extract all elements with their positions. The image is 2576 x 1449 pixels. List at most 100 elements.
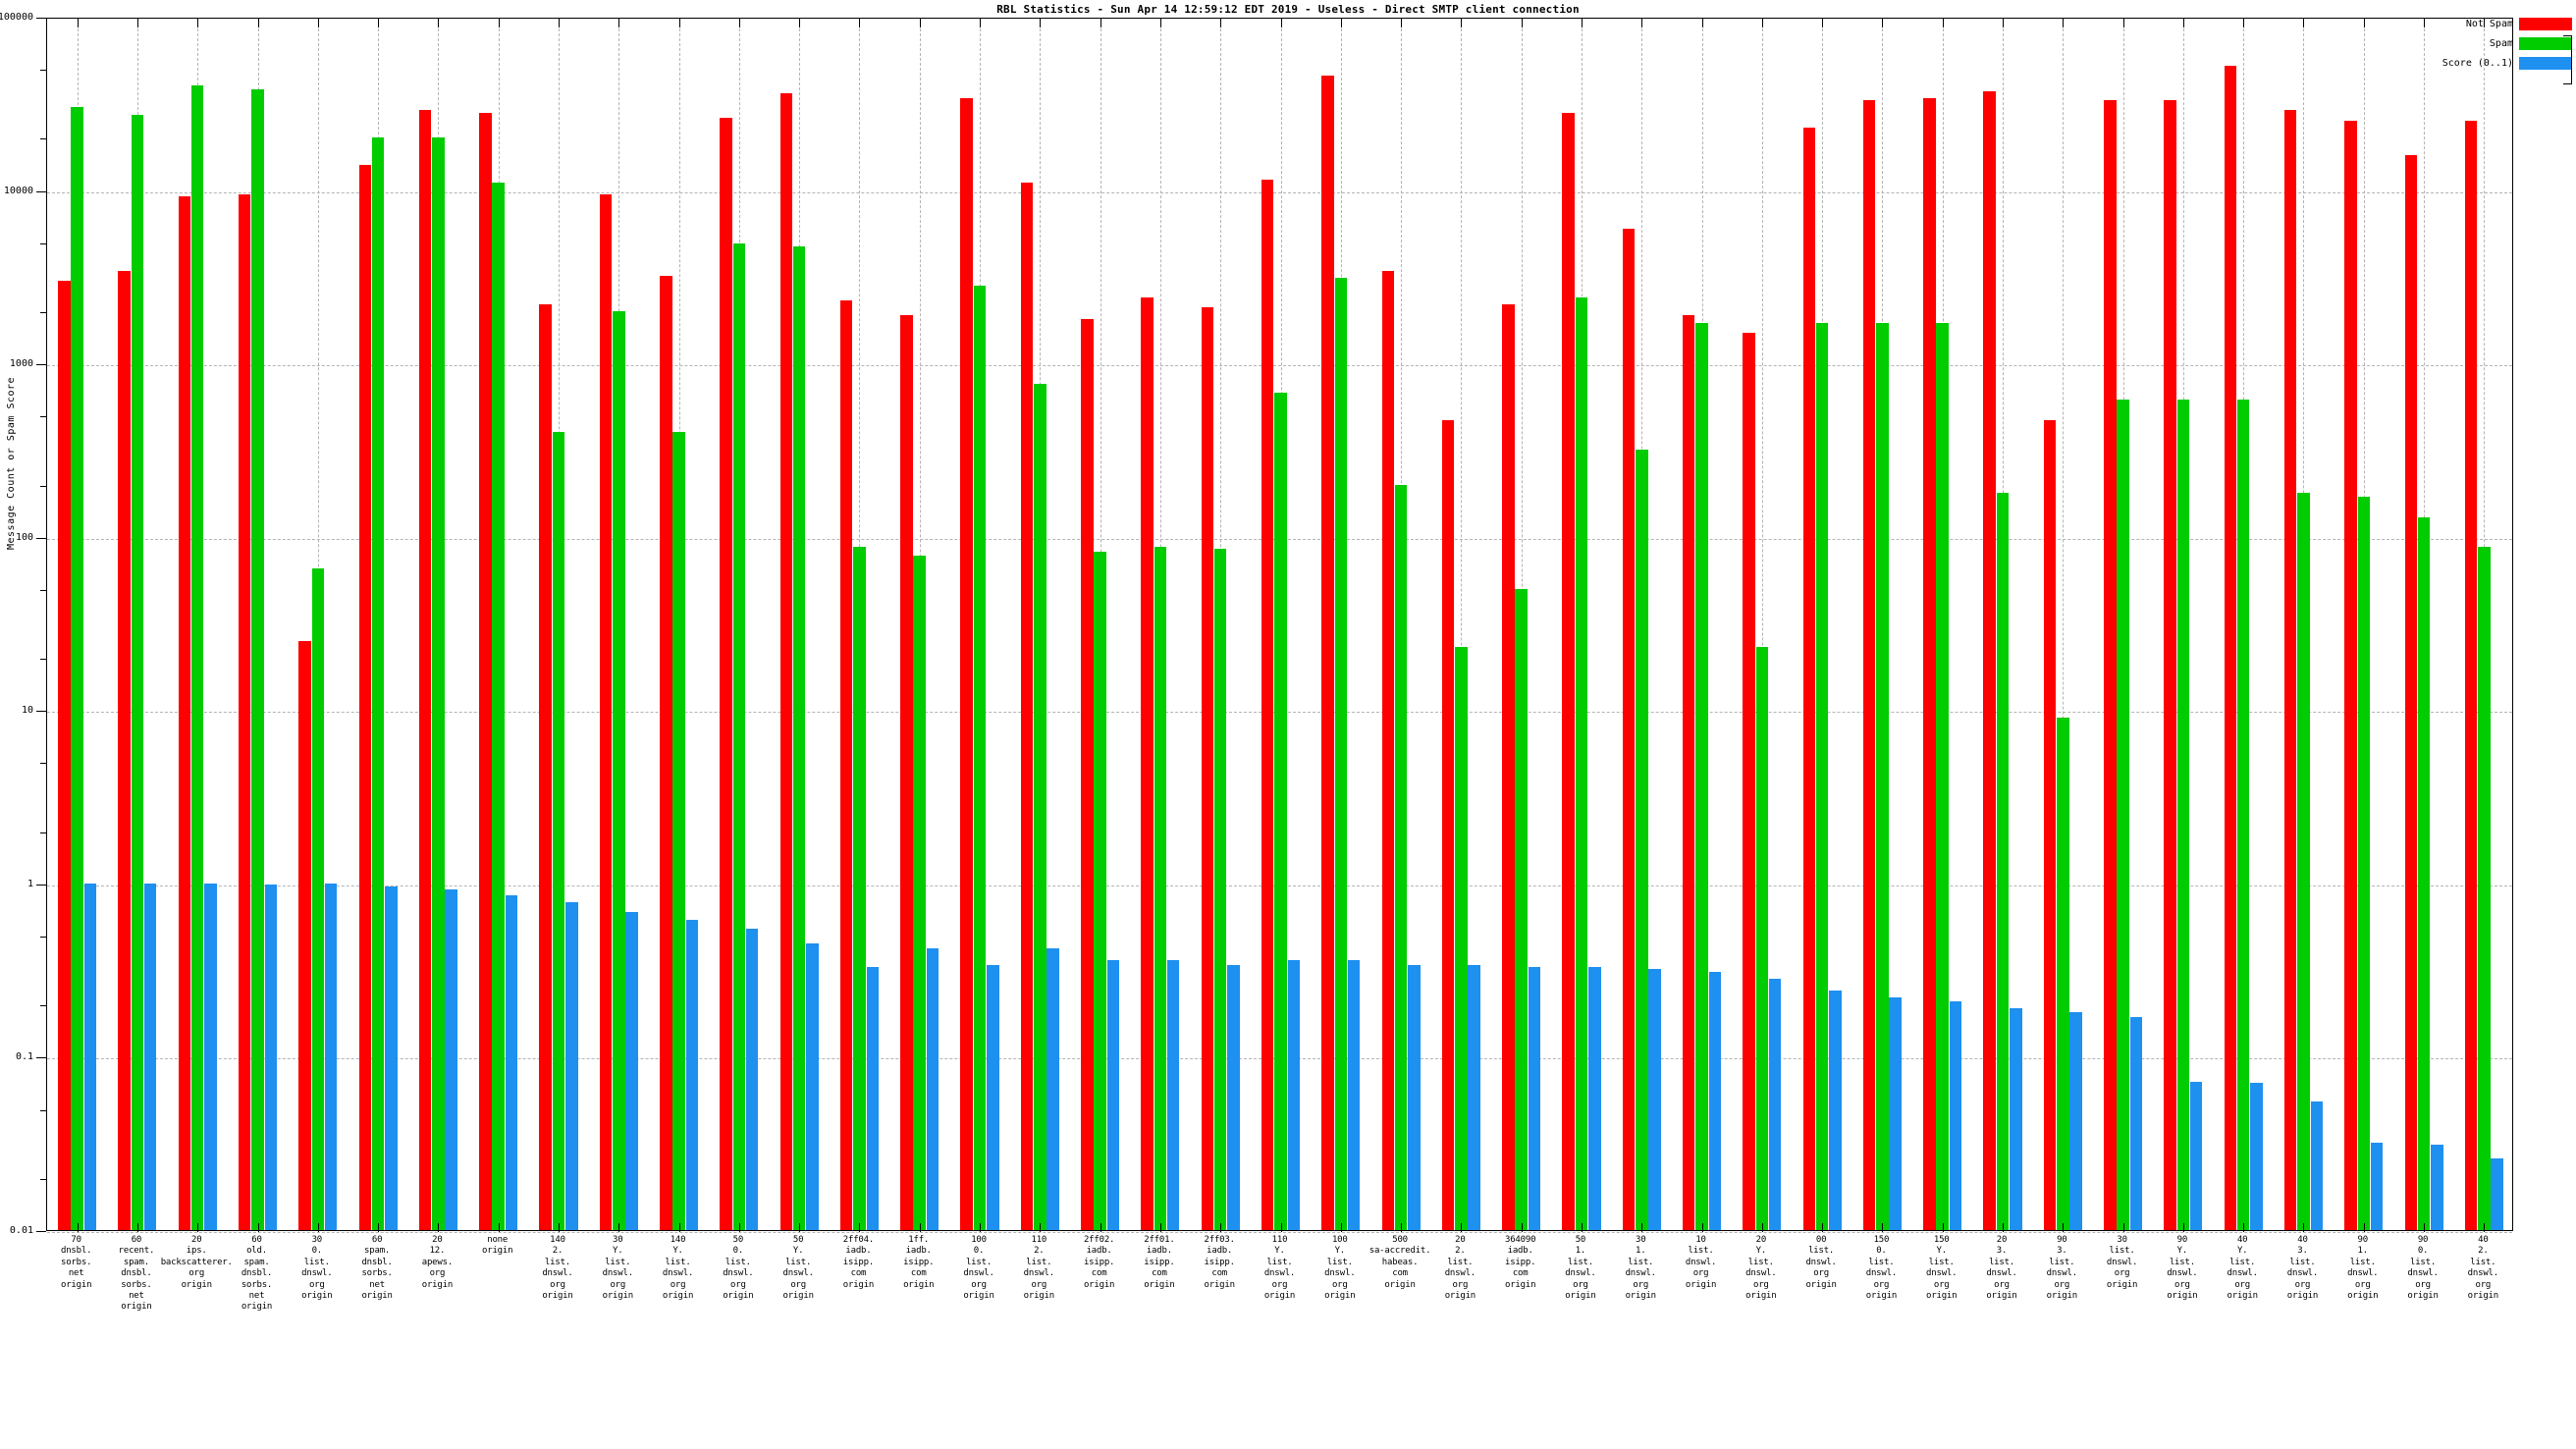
x-tick-label: 40 Y. list. dnswl. org origin xyxy=(2227,1235,2259,1302)
x-tick xyxy=(1761,19,1763,27)
bar-not-spam xyxy=(1321,75,1334,1230)
bar-score xyxy=(1347,960,1361,1230)
x-tick-label: 40 3. list. dnswl. org origin xyxy=(2286,1235,2319,1302)
bar-spam xyxy=(1996,492,2010,1230)
x-tick-label: 2ff03. iadb. isipp. com origin xyxy=(1204,1235,1236,1290)
x-tick xyxy=(1942,19,1944,27)
bar-spam xyxy=(251,89,264,1230)
bar-spam xyxy=(552,432,565,1230)
x-tick xyxy=(197,19,199,27)
bar-spam xyxy=(190,85,204,1230)
y-tick-minor xyxy=(40,763,46,765)
bar-not-spam xyxy=(58,280,71,1230)
bar-score xyxy=(2010,1008,2022,1230)
bar-not-spam xyxy=(839,300,853,1230)
y-tick-minor xyxy=(40,138,46,140)
bar-score xyxy=(2069,1012,2082,1230)
x-tick xyxy=(1581,19,1583,27)
y-tick-major xyxy=(36,1231,46,1232)
legend-item[interactable]: Spam xyxy=(2403,33,2572,53)
y-tick-label: 10000 xyxy=(3,185,33,196)
bar-score xyxy=(324,883,338,1230)
bar-spam xyxy=(792,246,806,1230)
bar-not-spam xyxy=(2043,420,2057,1230)
bar-not-spam xyxy=(1802,127,1816,1230)
bar-not-spam xyxy=(2464,121,2478,1230)
bar-not-spam xyxy=(1862,100,1876,1230)
bar-score xyxy=(2370,1142,2384,1230)
legend-item[interactable]: Not Spam xyxy=(2403,14,2572,33)
legend-bracket xyxy=(2563,35,2572,84)
x-tick xyxy=(1220,19,1222,27)
bar-not-spam xyxy=(2404,154,2417,1230)
x-tick-label: 20 12. apews. org origin xyxy=(421,1235,454,1290)
x-tick xyxy=(1159,1223,1161,1232)
bars-container xyxy=(47,19,2512,1230)
bar-not-spam xyxy=(1261,179,1274,1230)
x-tick xyxy=(317,1223,319,1232)
x-tick-label: 100 0. list. dnswl. org origin xyxy=(963,1235,994,1302)
bar-score xyxy=(1166,960,1180,1230)
vertical-gridline xyxy=(1761,19,1763,1230)
x-tick xyxy=(2182,19,2184,27)
bar-score xyxy=(1287,960,1301,1230)
x-tick xyxy=(859,19,861,27)
x-tick xyxy=(919,19,921,27)
y-tick-minor xyxy=(40,1005,46,1007)
legend-swatch xyxy=(2519,36,2572,50)
x-tick-label: 110 2. list. dnswl. org origin xyxy=(1023,1235,1055,1302)
bar-not-spam xyxy=(358,164,372,1230)
bar-spam xyxy=(71,107,83,1230)
x-tick-label: 50 0. list. dnswl. org origin xyxy=(723,1235,754,1302)
x-axis-labels: 70 dnsbl. sorbs. net origin 60 recent. sp… xyxy=(46,1235,2513,1449)
x-tick xyxy=(859,1223,861,1232)
x-tick xyxy=(1280,1223,1282,1232)
bar-spam xyxy=(2236,399,2250,1230)
y-tick-minor xyxy=(40,70,46,72)
x-tick xyxy=(1100,1223,1101,1232)
x-tick xyxy=(1401,1223,1403,1232)
x-tick xyxy=(2243,1223,2245,1232)
bar-not-spam xyxy=(1381,271,1395,1230)
x-tick-label: 20 2. list. dnswl. org origin xyxy=(1444,1235,1476,1302)
bar-score xyxy=(1106,960,1120,1230)
bar-score xyxy=(1768,979,1782,1230)
bar-spam xyxy=(1575,297,1588,1230)
x-tick xyxy=(980,19,982,27)
x-tick-label: 2ff02. iadb. isipp. com origin xyxy=(1083,1235,1115,1290)
x-tick xyxy=(2003,1223,2004,1232)
x-tick xyxy=(1340,1223,1342,1232)
bar-not-spam xyxy=(779,93,793,1230)
y-tick-minor xyxy=(40,311,46,313)
x-tick xyxy=(1521,1223,1523,1232)
x-tick-label: 60 spam. dnsbl. sorbs. net origin xyxy=(361,1235,393,1302)
x-tick xyxy=(1461,1223,1463,1232)
bar-score xyxy=(2431,1145,2443,1230)
y-tick-major xyxy=(36,1057,46,1059)
bar-spam xyxy=(1515,588,1528,1230)
bar-not-spam xyxy=(1441,420,1455,1230)
bar-spam xyxy=(1274,392,1287,1230)
bar-score xyxy=(565,901,578,1230)
horizontal-gridline xyxy=(47,1232,2512,1233)
bar-not-spam xyxy=(2164,100,2176,1230)
x-tick-label: 20 ips. backscatterer. org origin xyxy=(160,1235,233,1290)
x-axis-ticks xyxy=(47,19,2512,1232)
x-tick xyxy=(2484,1223,2486,1232)
y-axis-title: Message Count or Spam Score xyxy=(6,376,17,550)
bar-not-spam xyxy=(1923,97,1936,1230)
legend-label: Not Spam xyxy=(2465,18,2513,29)
legend-item[interactable]: Score (0..1) xyxy=(2403,53,2572,73)
bar-not-spam xyxy=(2283,109,2297,1230)
y-tick-major xyxy=(36,884,46,886)
y-tick-label: 1 xyxy=(27,878,33,889)
x-tick-label: 90 3. list. dnswl. org origin xyxy=(2046,1235,2078,1302)
x-tick xyxy=(2424,1223,2426,1232)
bar-spam xyxy=(613,311,625,1230)
bar-spam xyxy=(311,567,325,1230)
x-tick-label: 150 Y. list. dnswl. org origin xyxy=(1926,1235,1958,1302)
legend-swatch xyxy=(2519,17,2572,30)
bar-spam xyxy=(1213,549,1227,1230)
x-tick xyxy=(618,1223,620,1232)
